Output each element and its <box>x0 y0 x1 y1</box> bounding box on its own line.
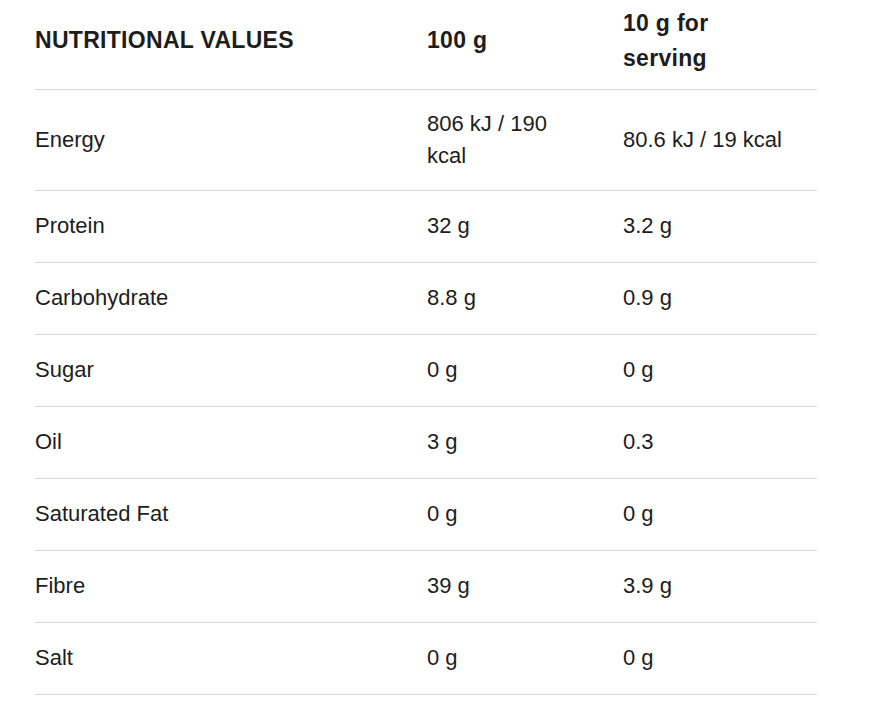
value-serving-text: 3.9 g <box>623 573 672 598</box>
value-serving: 0 g <box>623 644 817 673</box>
nutrition-table: NUTRITIONAL VALUES 100 g 10 g for servin… <box>35 0 817 695</box>
value-100g-text: 8.8 g <box>427 285 476 310</box>
table-row: Protein 32 g 3.2 g <box>35 191 817 263</box>
header-serving: 10 g for serving <box>623 6 817 74</box>
value-serving-text: 0 g <box>623 645 654 670</box>
value-serving: 0 g <box>623 356 817 385</box>
nutrient-name: Oil <box>35 428 427 457</box>
value-100g: 806 kJ / 190 kcal <box>427 108 623 172</box>
value-100g-text: 0 g <box>427 501 458 526</box>
value-100g: 0 g <box>427 500 623 529</box>
table-row: Energy 806 kJ / 190 kcal 80.6 kJ / 19 kc… <box>35 90 817 191</box>
nutrient-name: Protein <box>35 212 427 241</box>
header-100g: 100 g <box>427 26 623 56</box>
header-serving-label: 10 g for serving <box>623 6 735 74</box>
value-serving-text: 3.2 g <box>623 213 672 238</box>
value-100g: 0 g <box>427 356 623 385</box>
value-100g: 3 g <box>427 428 623 457</box>
value-serving: 3.2 g <box>623 212 817 241</box>
value-100g-text: 806 kJ / 190 kcal <box>427 108 579 172</box>
table-row: Carbohydrate 8.8 g 0.9 g <box>35 263 817 335</box>
nutrient-name: Sugar <box>35 356 427 385</box>
value-serving-text: 80.6 kJ / 19 kcal <box>623 127 782 152</box>
value-serving: 80.6 kJ / 19 kcal <box>623 126 817 155</box>
value-serving-text: 0 g <box>623 357 654 382</box>
value-100g-text: 32 g <box>427 213 470 238</box>
value-serving: 0.9 g <box>623 284 817 313</box>
nutrient-name: Salt <box>35 644 427 673</box>
value-100g: 0 g <box>427 644 623 673</box>
nutrient-name: Saturated Fat <box>35 500 427 529</box>
table-body: Energy 806 kJ / 190 kcal 80.6 kJ / 19 kc… <box>35 90 817 695</box>
nutrient-name: Fibre <box>35 572 427 601</box>
value-serving: 0.3 <box>623 428 817 457</box>
table-header-row: NUTRITIONAL VALUES 100 g 10 g for servin… <box>35 0 817 90</box>
value-100g: 39 g <box>427 572 623 601</box>
value-serving-text: 0 g <box>623 501 654 526</box>
table-row: Saturated Fat 0 g 0 g <box>35 479 817 551</box>
table-row: Oil 3 g 0.3 <box>35 407 817 479</box>
value-100g: 8.8 g <box>427 284 623 313</box>
table-row: Salt 0 g 0 g <box>35 623 817 695</box>
nutrient-name: Carbohydrate <box>35 284 427 313</box>
value-100g-text: 0 g <box>427 645 458 670</box>
value-100g-text: 0 g <box>427 357 458 382</box>
value-serving: 0 g <box>623 500 817 529</box>
header-nutritional-values: NUTRITIONAL VALUES <box>35 26 427 56</box>
value-serving: 3.9 g <box>623 572 817 601</box>
value-100g-text: 39 g <box>427 573 470 598</box>
value-100g: 32 g <box>427 212 623 241</box>
value-100g-text: 3 g <box>427 429 458 454</box>
table-row: Fibre 39 g 3.9 g <box>35 551 817 623</box>
table-row: Sugar 0 g 0 g <box>35 335 817 407</box>
nutrient-name: Energy <box>35 126 427 155</box>
value-serving-text: 0.3 <box>623 429 654 454</box>
value-serving-text: 0.9 g <box>623 285 672 310</box>
